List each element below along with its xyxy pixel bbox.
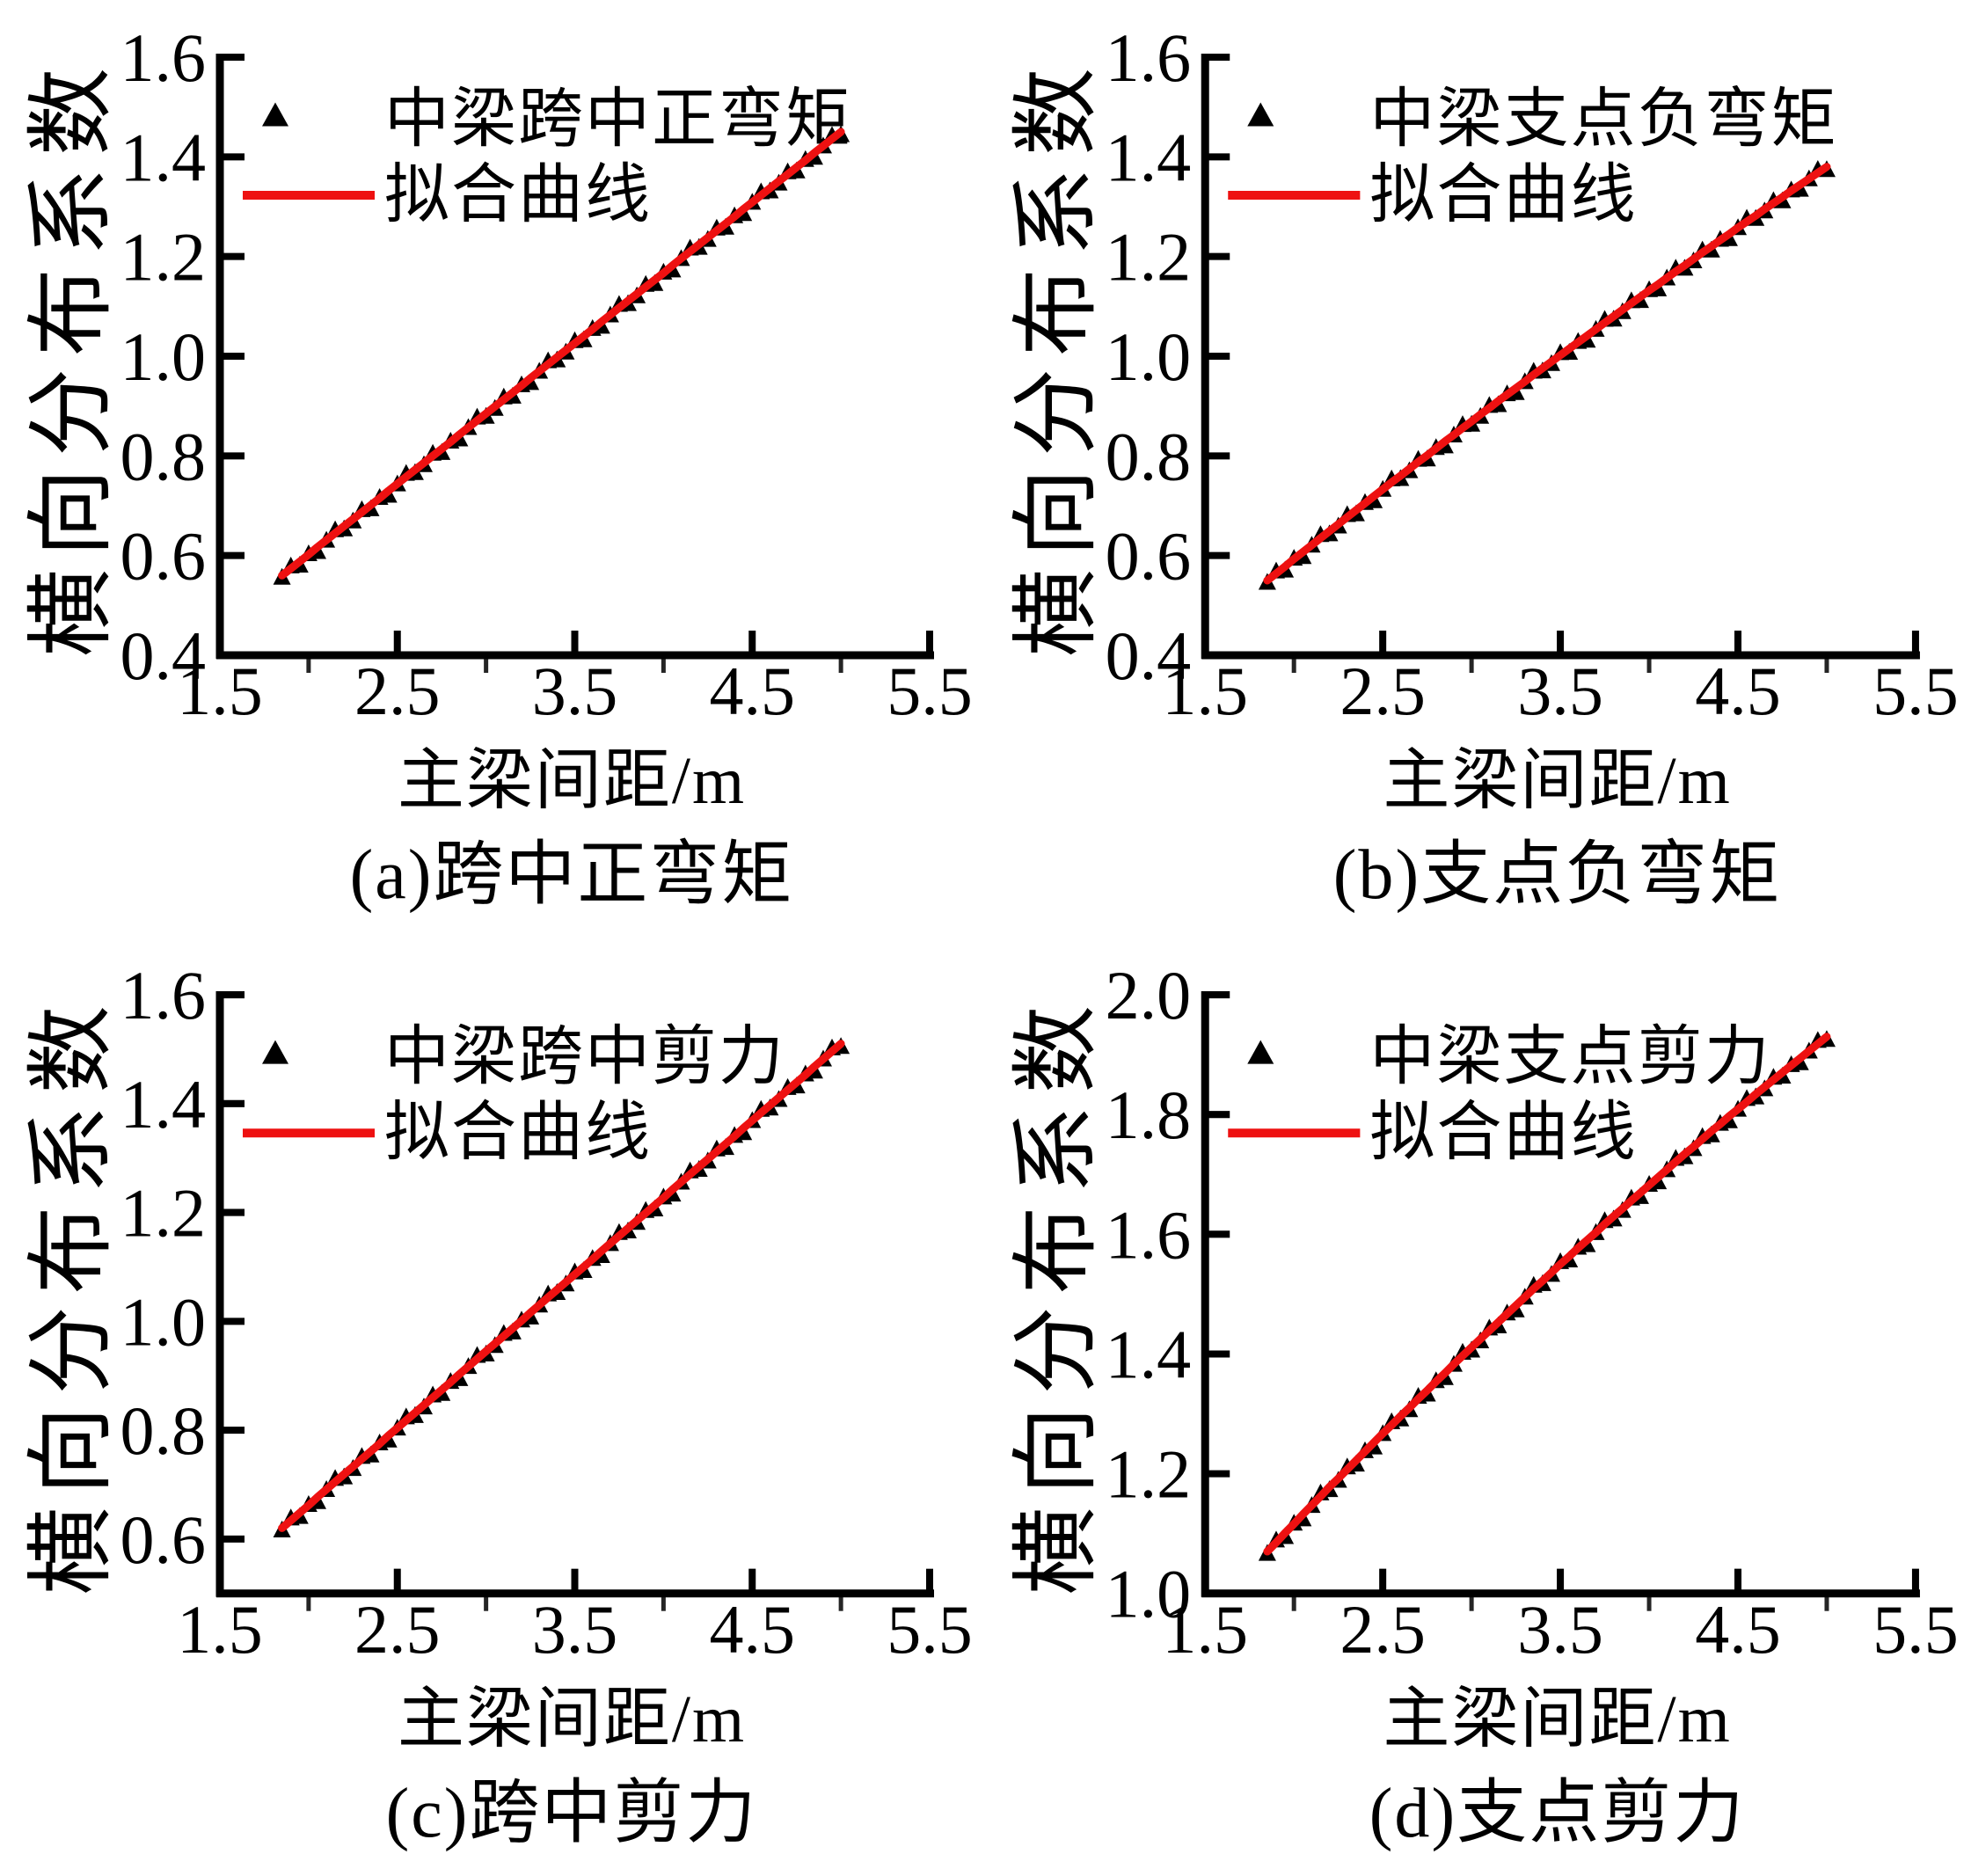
legend-marker-label: 中梁跨中剪力 <box>384 1021 785 1093</box>
y-tick-label: 1.6 <box>120 19 207 96</box>
y-axis-label: 横向分布系数 <box>1008 55 1106 657</box>
x-tick-label: 5.5 <box>1872 653 1959 729</box>
x-tick-label: 1.5 <box>177 1591 262 1668</box>
y-tick-label: 1.0 <box>120 1283 206 1360</box>
x-tick-label: 2.5 <box>354 1591 440 1668</box>
legend-triangle-icon <box>262 1040 288 1064</box>
x-tick-label: 3.5 <box>1517 653 1603 729</box>
y-tick-label: 1.6 <box>1106 1196 1192 1273</box>
y-tick-label: 1.2 <box>120 1175 206 1252</box>
y-tick-label: 1.6 <box>1106 19 1192 96</box>
y-tick-label: 0.8 <box>1106 418 1192 494</box>
panel-b: 横向分布系数 0.4 0.6 0.8 1.0 1.2 1.4 1.6 1.5 2.5 3.5 4.5 5… <box>985 0 1971 938</box>
panel-caption: (c)跨中剪力 <box>386 1775 758 1852</box>
y-tick-label: 1.8 <box>1106 1077 1192 1153</box>
y-tick-label: 0.8 <box>120 1392 206 1469</box>
x-axis-title: 主梁间距/m <box>398 1683 746 1756</box>
y-tick-label: 0.6 <box>120 518 207 595</box>
x-tick-label: 3.5 <box>532 1591 617 1668</box>
y-tick-label: 1.6 <box>120 957 206 1033</box>
y-tick-label: 1.4 <box>120 1066 206 1142</box>
y-tick-label: 1.0 <box>120 318 207 395</box>
fit-line <box>278 128 845 580</box>
y-tick-label: 1.4 <box>1106 1316 1192 1392</box>
x-tick-label: 4.5 <box>1695 653 1781 729</box>
x-tick-label: 5.5 <box>887 653 973 729</box>
y-tick-label: 0.8 <box>120 418 207 494</box>
legend-line-label: 拟合曲线 <box>1369 1097 1637 1169</box>
y-tick-label: 1.4 <box>1106 119 1192 195</box>
panel-a: 横向分布系数 0.4 0.6 0.8 1.0 1.2 1.4 1.6 1.5 2.5 3.5 4.5 5… <box>0 0 985 938</box>
x-tick-label: 2.5 <box>1340 653 1426 729</box>
x-tick-label: 1.5 <box>1162 1591 1248 1668</box>
y-tick-label: 0.6 <box>1106 518 1192 595</box>
y-tick-label: 0.4 <box>1106 617 1192 694</box>
y-tick-label: 1.4 <box>120 119 207 195</box>
panel-caption: (d)支点剪力 <box>1369 1775 1746 1852</box>
y-tick-label: 1.0 <box>1106 318 1192 395</box>
x-tick-label: 2.5 <box>1340 1591 1426 1668</box>
y-axis-label: 横向分布系数 <box>23 993 120 1595</box>
y-tick-label: 1.2 <box>1106 1436 1192 1513</box>
y-tick-label: 0.4 <box>120 617 207 694</box>
panel-d: 横向分布系数 1.0 1.2 1.4 1.6 1.8 2.0 1.5 2.5 3.5 4.5 5.5 中… <box>985 938 1971 1876</box>
panel-caption: (b)支点负弯矩 <box>1333 836 1782 914</box>
legend-line-label: 拟合曲线 <box>1369 159 1637 231</box>
x-tick-label: 4.5 <box>1695 1591 1781 1668</box>
panel-caption: (a)跨中正弯矩 <box>350 836 794 914</box>
y-tick-label: 1.2 <box>1106 219 1192 296</box>
chart-c-midspan-shear: 横向分布系数 0.6 0.8 1.0 1.2 1.4 1.6 1.5 2.5 3.5 4.5 5.5 中… <box>23 957 973 1852</box>
y-tick-label: 2.0 <box>1106 957 1192 1033</box>
legend-line-label: 拟合曲线 <box>384 159 652 231</box>
x-tick-label: 3.5 <box>1517 1591 1603 1668</box>
y-axis-label: 横向分布系数 <box>23 55 120 657</box>
panel-c: 横向分布系数 0.6 0.8 1.0 1.2 1.4 1.6 1.5 2.5 3.5 4.5 5.5 中… <box>0 938 985 1876</box>
legend-marker-label: 中梁跨中正弯矩 <box>384 84 852 156</box>
fit-line <box>1263 163 1831 585</box>
legend-marker-label: 中梁支点剪力 <box>1369 1021 1770 1093</box>
x-tick-label: 2.5 <box>354 653 441 729</box>
x-tick-label: 5.5 <box>887 1591 972 1668</box>
y-tick-label: 1.2 <box>120 219 207 296</box>
x-tick-label: 4.5 <box>710 1591 795 1668</box>
legend-triangle-icon <box>262 102 288 127</box>
y-tick-label: 0.6 <box>120 1501 206 1578</box>
x-tick-label: 1.5 <box>177 653 263 729</box>
legend-triangle-icon <box>1247 1040 1274 1064</box>
chart-a-midspan-positive-moment: 横向分布系数 0.4 0.6 0.8 1.0 1.2 1.4 1.6 1.5 2.5 3.5 4.5 5… <box>23 19 973 914</box>
x-tick-label: 4.5 <box>710 653 796 729</box>
y-tick-label: 1.0 <box>1106 1556 1192 1632</box>
legend-marker-label: 中梁支点负弯矩 <box>1369 84 1837 156</box>
legend-line-label: 拟合曲线 <box>384 1097 652 1169</box>
x-axis-title: 主梁间距/m <box>1383 744 1732 818</box>
chart-b-support-negative-moment: 横向分布系数 0.4 0.6 0.8 1.0 1.2 1.4 1.6 1.5 2.5 3.5 4.5 5… <box>1008 19 1959 914</box>
data-markers <box>1258 1030 1836 1561</box>
y-axis-label: 横向分布系数 <box>1008 993 1106 1595</box>
legend-triangle-icon <box>1247 102 1274 127</box>
x-tick-label: 3.5 <box>532 653 618 729</box>
x-tick-label: 1.5 <box>1162 653 1248 729</box>
fit-line <box>1263 1033 1831 1556</box>
fit-line <box>278 1040 845 1532</box>
chart-d-support-shear: 横向分布系数 1.0 1.2 1.4 1.6 1.8 2.0 1.5 2.5 3.5 4.5 5.5 中… <box>1008 957 1959 1852</box>
data-markers <box>1258 160 1836 590</box>
x-tick-label: 5.5 <box>1872 1591 1959 1668</box>
x-axis-title: 主梁间距/m <box>398 744 746 818</box>
x-axis-title: 主梁间距/m <box>1383 1683 1731 1756</box>
